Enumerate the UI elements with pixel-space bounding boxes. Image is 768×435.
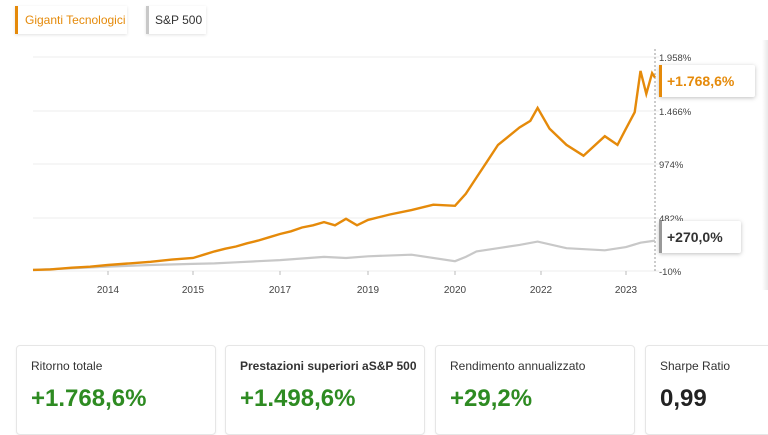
legend-sp500-marker	[146, 6, 149, 34]
end-label-tech-marker	[659, 65, 662, 97]
legend-tech-marker	[15, 6, 18, 34]
metric-value: +29,2%	[450, 385, 533, 412]
end-label-sp500-marker	[659, 221, 662, 253]
x-tick-label: 2022	[530, 285, 553, 296]
x-tick-label: 2023	[615, 285, 638, 296]
x-tick-label: 2015	[182, 285, 205, 296]
metric-card-annualized-return: Rendimento annualizzato +29,2%	[435, 345, 635, 435]
end-label-sp500-box	[659, 221, 741, 253]
metric-card-sharpe-ratio: Sharpe Ratio 0,99	[645, 345, 768, 435]
metric-value: +1.768,6%	[31, 385, 147, 412]
y-tick-label: 1.466%	[659, 107, 692, 118]
end-label-tech-box	[659, 65, 755, 97]
end-label-tech: +1.768,6%	[667, 73, 735, 89]
x-tick-label: 2014	[97, 285, 120, 296]
legend-item-tech[interactable]: Giganti Tecnologici	[15, 6, 127, 34]
metric-label: Sharpe Ratio	[660, 359, 731, 373]
metric-card-total-return: Ritorno totale +1.768,6%	[16, 345, 216, 435]
performance-chart: 2014 2015 2017 2019 2020 2022 2023 1.958% 1.466…	[32, 49, 755, 296]
metric-value: 0,99	[660, 385, 707, 412]
metric-label-benchmark: S&P 500	[368, 359, 417, 373]
metric-label: Prestazioni superiori aS&P 500	[240, 359, 417, 373]
x-tick-label: 2017	[269, 285, 292, 296]
y-tick-label: -10%	[659, 267, 682, 278]
x-tick-label: 2020	[444, 285, 467, 296]
series-line-sp500	[32, 239, 656, 271]
metric-card-outperformance: Prestazioni superiori aS&P 500 +1.498,6%	[225, 345, 425, 435]
end-label-sp500: +270,0%	[667, 229, 723, 245]
metric-label-text: Prestazioni superiori a	[240, 359, 369, 373]
chart-right-shadow	[762, 40, 768, 290]
metric-label: Ritorno totale	[31, 359, 103, 373]
legend-item-sp500[interactable]: S&P 500	[146, 6, 206, 34]
metric-label: Rendimento annualizzato	[450, 359, 586, 373]
y-tick-label: 482%	[659, 214, 684, 225]
legend-sp500-label: S&P 500	[155, 13, 203, 27]
y-tick-label: 974%	[659, 160, 684, 171]
legend-tech-label: Giganti Tecnologici	[25, 13, 126, 27]
y-tick-label: 1.958%	[659, 53, 692, 64]
x-tick-label: 2019	[357, 285, 380, 296]
metric-value: +1.498,6%	[240, 385, 356, 412]
series-line-tech	[32, 70, 657, 272]
